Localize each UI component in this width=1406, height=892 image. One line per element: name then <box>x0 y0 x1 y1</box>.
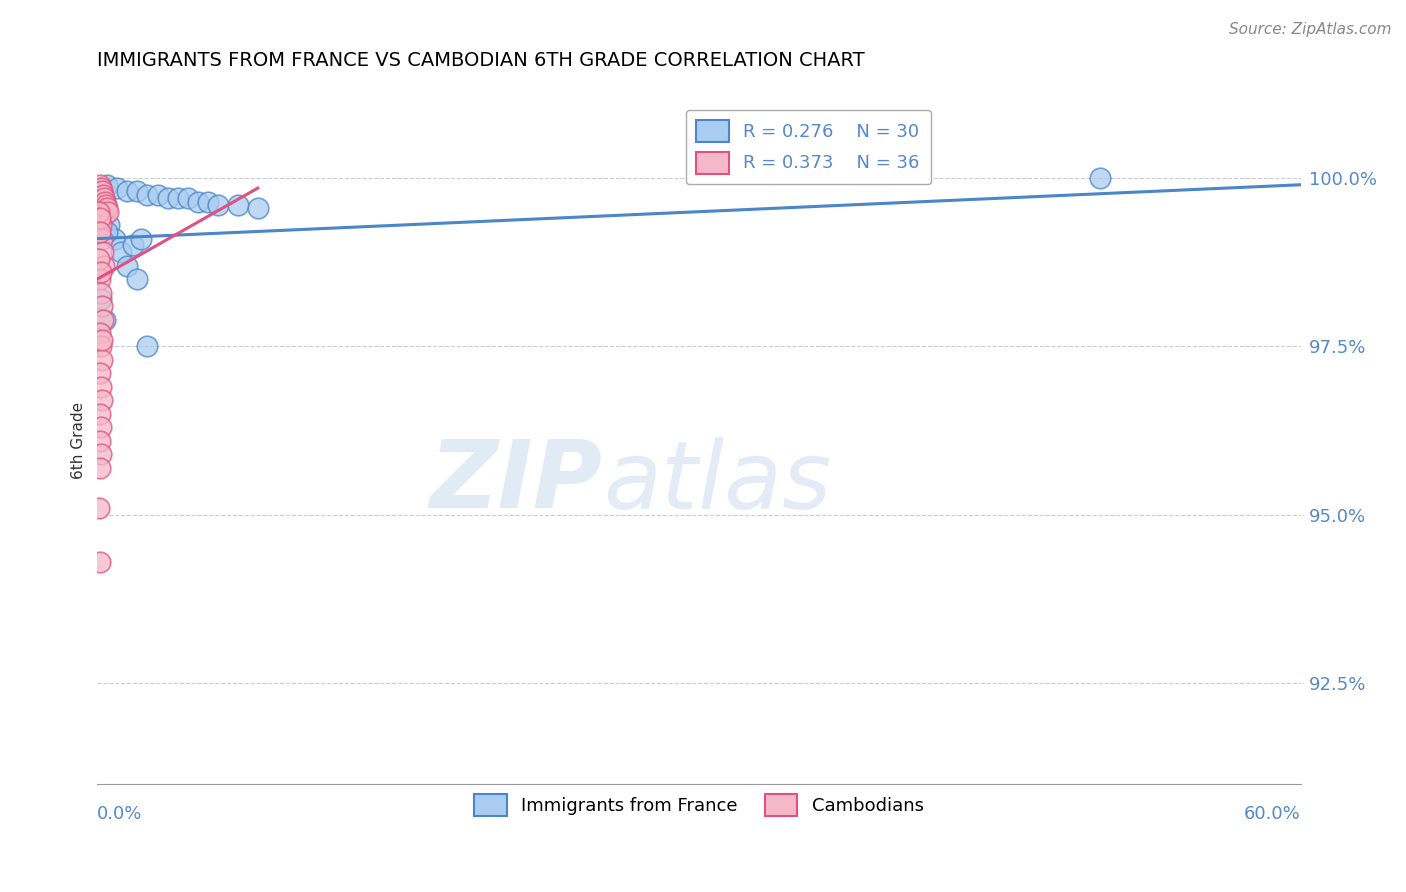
Point <box>89 407 111 421</box>
Point <box>117 259 139 273</box>
Point <box>107 181 129 195</box>
Point <box>187 194 209 209</box>
Point <box>89 272 111 286</box>
Point <box>89 178 111 192</box>
Point <box>146 187 169 202</box>
Point <box>90 293 112 307</box>
Point <box>89 326 111 340</box>
Point <box>96 178 118 192</box>
Legend: Immigrants from France, Cambodians: Immigrants from France, Cambodians <box>467 787 931 823</box>
Point <box>89 211 111 226</box>
Point <box>90 181 112 195</box>
Point <box>1088 171 1111 186</box>
Text: 0.0%: 0.0% <box>97 805 143 822</box>
Point <box>90 218 112 232</box>
Point <box>89 204 111 219</box>
Point <box>136 187 159 202</box>
Point <box>93 245 115 260</box>
Point <box>89 460 111 475</box>
Point <box>122 238 145 252</box>
Point <box>90 265 112 279</box>
Point <box>98 218 121 232</box>
Text: IMMIGRANTS FROM FRANCE VS CAMBODIAN 6TH GRADE CORRELATION CHART: IMMIGRANTS FROM FRANCE VS CAMBODIAN 6TH … <box>97 51 865 70</box>
Point <box>91 232 114 246</box>
Point <box>110 245 132 260</box>
Text: Source: ZipAtlas.com: Source: ZipAtlas.com <box>1229 22 1392 37</box>
Point <box>93 312 115 326</box>
Point <box>197 194 219 209</box>
Point <box>93 202 115 216</box>
Point <box>166 191 188 205</box>
Point <box>97 204 120 219</box>
Point <box>207 198 229 212</box>
Point <box>127 272 149 286</box>
Point <box>91 353 114 368</box>
Point <box>127 185 149 199</box>
Point <box>91 299 114 313</box>
Point <box>96 198 118 212</box>
Text: 60.0%: 60.0% <box>1244 805 1301 822</box>
Point <box>89 204 111 219</box>
Point <box>176 191 198 205</box>
Point <box>89 434 111 448</box>
Point <box>89 501 111 516</box>
Point <box>89 555 111 569</box>
Point <box>117 185 139 199</box>
Point <box>156 191 179 205</box>
Text: atlas: atlas <box>603 436 831 527</box>
Point <box>93 187 115 202</box>
Point <box>90 420 112 434</box>
Point <box>89 225 111 239</box>
Point <box>93 191 115 205</box>
Point <box>90 447 112 461</box>
Y-axis label: 6th Grade: 6th Grade <box>72 402 86 479</box>
Point <box>226 198 249 212</box>
Point <box>87 252 110 266</box>
Point <box>90 285 112 300</box>
Text: ZIP: ZIP <box>430 436 603 528</box>
Point <box>91 185 114 199</box>
Point <box>246 202 269 216</box>
Point <box>94 312 117 326</box>
Point <box>90 333 112 347</box>
Point <box>90 339 112 353</box>
Point <box>93 211 115 226</box>
Point <box>136 339 159 353</box>
Point <box>91 198 114 212</box>
Point <box>96 202 118 216</box>
Point <box>91 393 114 408</box>
Point <box>96 225 118 239</box>
Point <box>90 380 112 394</box>
Point <box>89 367 111 381</box>
Point <box>93 259 115 273</box>
Point <box>104 232 127 246</box>
Point <box>131 232 153 246</box>
Point <box>94 194 117 209</box>
